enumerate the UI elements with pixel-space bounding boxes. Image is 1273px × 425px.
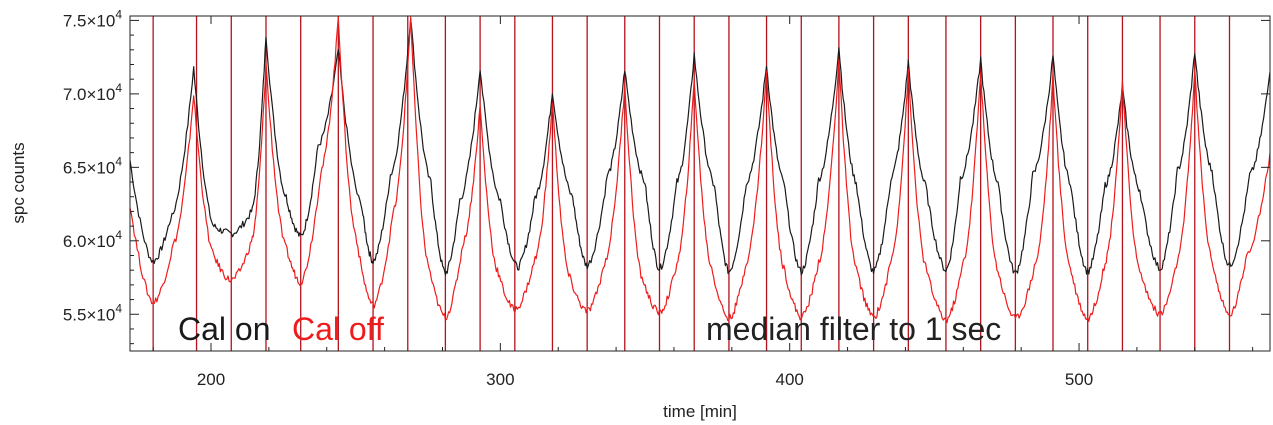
x-tick-label-1: 300	[486, 370, 514, 389]
plot-frame	[129, 15, 1271, 352]
series-line-1	[130, 16, 1270, 324]
y-tick-label-4: 7.5×104	[63, 7, 122, 30]
y-axis: 5.5×104 6.0×104 6.5×104 7.0×104 7.5×104	[63, 7, 1270, 345]
x-tick-label-3: 500	[1065, 370, 1093, 389]
x-tick-label-2: 400	[776, 370, 804, 389]
legend-cal-on: Cal on	[178, 311, 271, 347]
y-axis-title: spc counts	[9, 142, 28, 223]
legend-cal-off: Cal off	[292, 311, 384, 347]
y-tick-label-3: 7.0×104	[63, 81, 122, 104]
y-tick-label-1: 6.0×104	[63, 228, 122, 251]
x-tick-label-0: 200	[197, 370, 225, 389]
vertical-markers	[152, 16, 1231, 351]
series-layer	[130, 16, 1270, 324]
y-tick-label-0: 5.5×104	[63, 301, 122, 324]
x-axis-title: time [min]	[663, 402, 737, 421]
series-line-0	[130, 18, 1270, 276]
x-axis: 200 300 400 500	[152, 16, 1254, 389]
y-tick-label-2: 6.5×104	[63, 154, 122, 177]
annotation: median filter to 1 sec	[706, 311, 1001, 347]
